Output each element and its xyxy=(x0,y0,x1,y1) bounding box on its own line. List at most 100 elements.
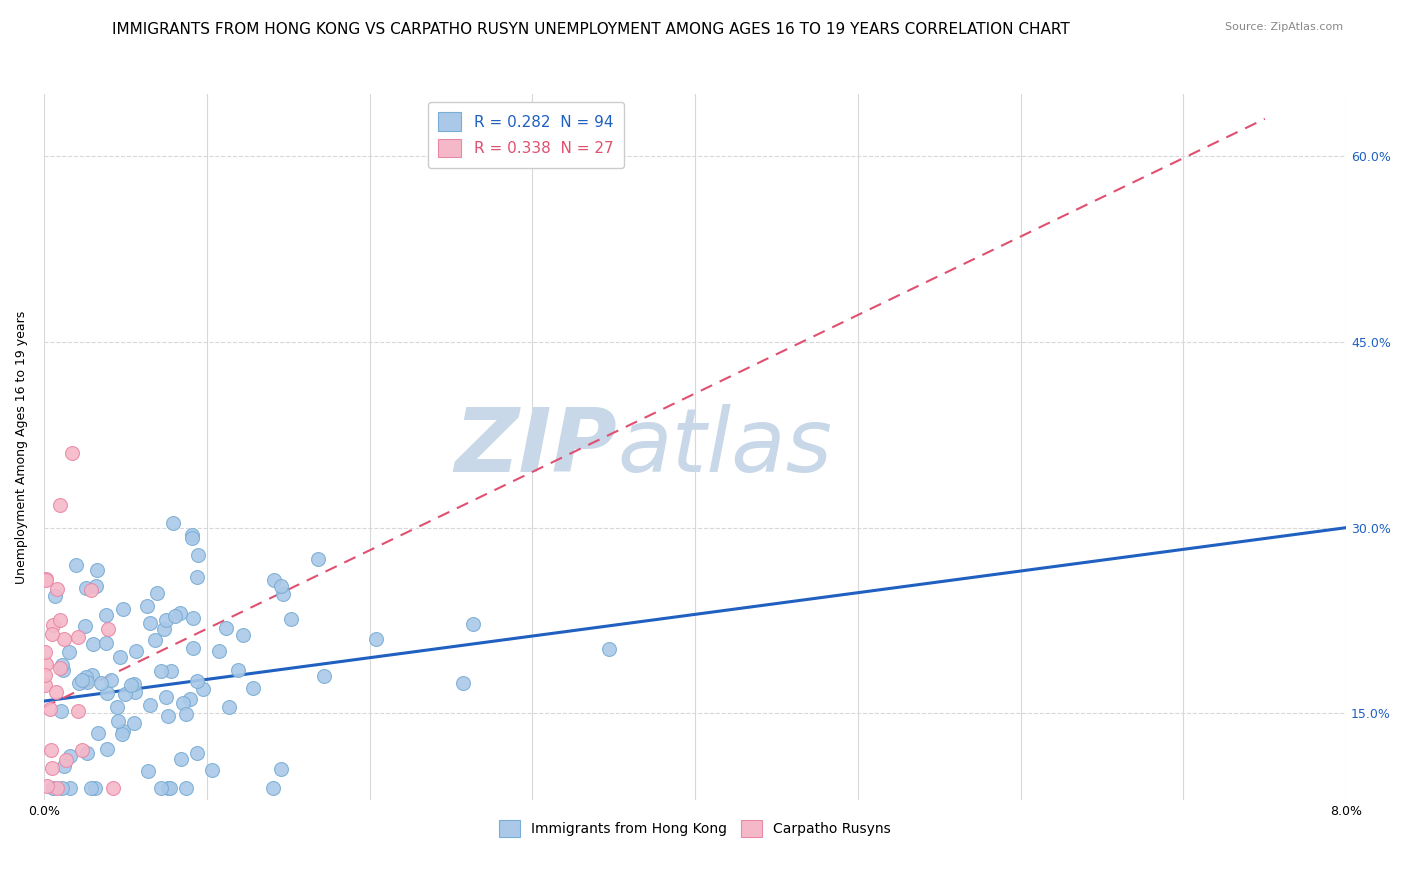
Point xyxy=(187,548,209,562)
Point xyxy=(41,627,63,641)
Point xyxy=(162,516,184,531)
Point xyxy=(42,780,65,795)
Point xyxy=(174,706,197,721)
Point xyxy=(87,726,110,740)
Point xyxy=(35,779,58,793)
Point xyxy=(59,780,82,795)
Point xyxy=(159,780,181,795)
Text: ZIP: ZIP xyxy=(454,403,617,491)
Point xyxy=(270,579,292,593)
Point xyxy=(139,615,162,630)
Point xyxy=(186,570,208,584)
Point xyxy=(263,573,285,587)
Point xyxy=(49,704,72,718)
Point xyxy=(97,622,120,636)
Point xyxy=(70,743,93,757)
Point xyxy=(598,642,620,657)
Point xyxy=(201,763,224,777)
Point xyxy=(83,780,105,795)
Point xyxy=(307,552,329,566)
Point xyxy=(145,586,167,600)
Point xyxy=(49,613,72,627)
Point xyxy=(180,531,202,545)
Point xyxy=(105,700,128,714)
Point xyxy=(122,715,145,730)
Point xyxy=(75,670,97,684)
Point xyxy=(34,678,56,692)
Point xyxy=(75,619,97,633)
Point xyxy=(215,621,238,635)
Point xyxy=(270,762,292,776)
Point xyxy=(155,613,177,627)
Point xyxy=(179,691,201,706)
Point xyxy=(156,780,179,795)
Point xyxy=(120,678,142,692)
Point xyxy=(34,668,56,682)
Point xyxy=(42,618,65,632)
Point xyxy=(80,582,103,597)
Point xyxy=(82,637,104,651)
Point xyxy=(273,587,295,601)
Point xyxy=(39,743,62,757)
Point xyxy=(207,644,229,658)
Point xyxy=(242,681,264,695)
Point xyxy=(53,759,76,773)
Point xyxy=(157,709,180,723)
Point xyxy=(44,589,66,603)
Point xyxy=(176,780,198,795)
Point xyxy=(170,751,193,765)
Y-axis label: Unemployment Among Ages 16 to 19 years: Unemployment Among Ages 16 to 19 years xyxy=(15,310,28,583)
Point xyxy=(262,780,284,795)
Point xyxy=(181,611,204,625)
Point xyxy=(100,673,122,688)
Point xyxy=(122,677,145,691)
Legend: Immigrants from Hong Kong, Carpatho Rusyns: Immigrants from Hong Kong, Carpatho Rusy… xyxy=(494,814,897,843)
Point xyxy=(75,581,97,595)
Point xyxy=(149,780,172,795)
Text: Source: ZipAtlas.com: Source: ZipAtlas.com xyxy=(1225,22,1343,32)
Point xyxy=(186,674,208,689)
Point xyxy=(55,753,77,767)
Point xyxy=(52,663,75,677)
Point xyxy=(80,780,103,795)
Point xyxy=(150,665,173,679)
Point xyxy=(86,563,108,577)
Point xyxy=(232,628,254,642)
Point xyxy=(180,528,202,542)
Point xyxy=(66,630,89,644)
Point xyxy=(163,609,186,624)
Point xyxy=(35,573,58,587)
Point xyxy=(218,700,240,714)
Point xyxy=(58,749,80,764)
Point xyxy=(82,668,104,682)
Point xyxy=(38,702,60,716)
Point xyxy=(226,663,249,677)
Point xyxy=(70,673,93,687)
Point xyxy=(96,742,118,756)
Point xyxy=(46,582,69,596)
Point xyxy=(136,764,159,779)
Point xyxy=(112,601,135,615)
Point xyxy=(451,675,474,690)
Point xyxy=(90,675,112,690)
Point xyxy=(139,698,162,712)
Point xyxy=(67,675,90,690)
Point xyxy=(110,650,132,665)
Point xyxy=(114,687,136,701)
Point xyxy=(58,645,80,659)
Point xyxy=(84,579,107,593)
Point xyxy=(461,617,484,632)
Point xyxy=(280,612,302,626)
Point xyxy=(364,632,387,647)
Point xyxy=(172,696,194,710)
Point xyxy=(183,640,205,655)
Point xyxy=(312,669,335,683)
Point xyxy=(169,606,191,620)
Point xyxy=(103,780,125,795)
Point xyxy=(186,746,208,760)
Point xyxy=(51,780,73,795)
Point xyxy=(45,684,67,698)
Point xyxy=(34,645,56,659)
Point xyxy=(60,446,83,460)
Point xyxy=(48,498,70,512)
